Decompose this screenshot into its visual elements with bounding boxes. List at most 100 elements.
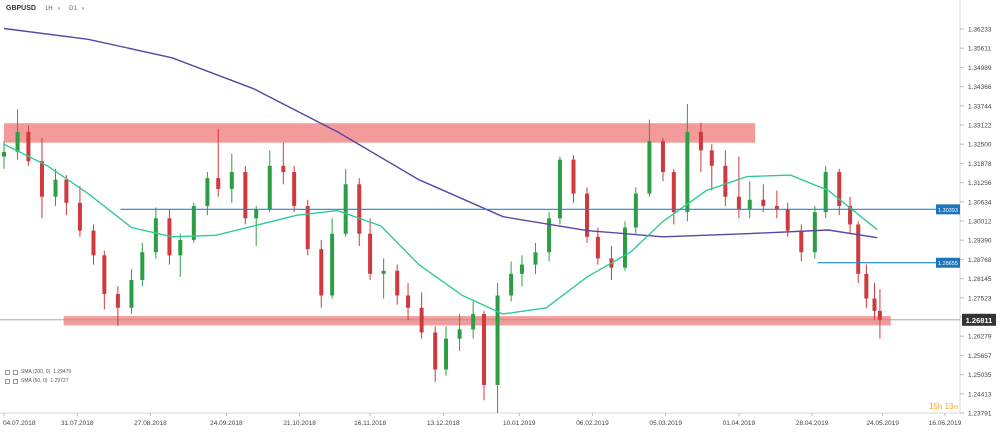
candle-body — [660, 141, 665, 172]
price-badges: 1.30393 1.28655 1.26811 — [936, 204, 996, 326]
candle-body — [381, 270, 386, 274]
candle-body — [799, 230, 804, 253]
candle-body — [91, 230, 96, 256]
settings-icon[interactable] — [5, 379, 10, 384]
candle — [292, 165, 297, 213]
candle-body — [153, 218, 158, 253]
candle — [77, 185, 82, 237]
candle-body — [205, 178, 210, 206]
settings-icon[interactable] — [5, 370, 10, 375]
horizontal-lines-layer — [120, 208, 936, 264]
y-tick-label: 1.30012 — [968, 219, 992, 226]
legend-sma200[interactable]: SMA (200, 0) 1.29470 — [5, 368, 71, 377]
candle — [812, 205, 817, 259]
candle-body — [267, 165, 272, 210]
chevron-down-icon[interactable]: ▾ — [57, 5, 61, 12]
candle-body — [330, 233, 335, 296]
candle-body — [368, 233, 373, 274]
close-icon[interactable] — [13, 379, 18, 384]
candle — [557, 156, 562, 225]
current-price-badge — [962, 313, 996, 326]
sma200-value: 1.29470 — [53, 369, 72, 375]
y-tick-label: 1.36233 — [968, 27, 992, 34]
candle — [481, 310, 486, 401]
candle-body — [837, 171, 842, 206]
candle — [709, 144, 714, 191]
timeframe-selector[interactable]: 1H — [44, 5, 53, 12]
candle-body — [102, 255, 107, 294]
candle — [736, 156, 741, 219]
candle — [585, 187, 590, 243]
current-price-label: 1.26811 — [966, 316, 993, 325]
level-badge-label: 1.28655 — [938, 261, 958, 267]
candle-body — [444, 338, 449, 370]
candle — [633, 187, 638, 234]
period-selector[interactable]: D1 — [69, 5, 77, 12]
support-zone — [63, 316, 891, 326]
candle-body — [15, 131, 20, 152]
candle-body — [557, 159, 562, 219]
candle — [823, 165, 828, 219]
candle-body — [39, 161, 44, 197]
y-tick-label: 1.34366 — [968, 84, 992, 91]
close-icon[interactable] — [13, 370, 18, 375]
candle — [305, 199, 310, 256]
candle-body — [495, 295, 500, 385]
candles-layer — [2, 104, 882, 413]
candle-body — [216, 178, 221, 189]
level-badge — [936, 204, 960, 215]
candle-body — [481, 313, 486, 385]
candle-countdown: 15h 13m — [929, 402, 959, 411]
candle — [533, 242, 538, 274]
candle — [243, 165, 248, 225]
candle — [419, 292, 424, 339]
candle-body — [26, 131, 31, 162]
candle — [799, 224, 804, 262]
candle-body — [595, 236, 600, 259]
candle — [140, 242, 145, 287]
y-tick-label: 1.29390 — [968, 238, 992, 245]
indicator-legend: SMA (200, 0) 1.29470 SMA (50, 0) 1.29727 — [5, 368, 71, 386]
candle — [205, 171, 210, 216]
candle — [357, 178, 362, 247]
candle — [785, 202, 790, 237]
candle — [444, 326, 449, 376]
x-tick-label: 27.08.2018 — [134, 420, 167, 427]
candle-body — [395, 270, 400, 296]
y-tick-label: 1.28145 — [968, 276, 992, 283]
candle-body — [872, 298, 877, 311]
candle — [368, 218, 373, 281]
candle-body — [2, 151, 6, 157]
chevron-down-icon[interactable]: ▾ — [81, 5, 85, 12]
candle — [281, 142, 286, 185]
candle — [178, 233, 183, 277]
candle — [330, 218, 335, 299]
candle — [864, 264, 869, 308]
candle-body — [698, 131, 703, 151]
candle — [406, 283, 411, 321]
candle-body — [457, 329, 462, 339]
candle-body — [115, 293, 120, 308]
candle-body — [709, 150, 714, 166]
candle — [26, 125, 31, 166]
candle-body — [774, 205, 779, 210]
candle-body — [178, 239, 183, 256]
candle — [660, 138, 665, 182]
candle-body — [509, 273, 514, 296]
candle-body — [319, 249, 324, 296]
level-badge — [936, 257, 960, 268]
y-tick-label: 1.24413 — [968, 391, 992, 398]
x-tick-label: 24.09.2018 — [210, 420, 243, 427]
symbol-label[interactable]: GBPUSD — [6, 5, 36, 12]
candle-body — [191, 205, 196, 240]
legend-sma50[interactable]: SMA (50, 0) 1.29727 — [5, 377, 71, 386]
sma200-line — [3, 27, 878, 239]
candle-body — [856, 224, 861, 274]
candle-body — [519, 264, 524, 274]
candle — [229, 153, 234, 203]
y-tick-label: 1.33122 — [968, 123, 992, 130]
candle-body — [571, 159, 576, 194]
candle-body — [723, 165, 728, 197]
candle-body — [305, 205, 310, 250]
